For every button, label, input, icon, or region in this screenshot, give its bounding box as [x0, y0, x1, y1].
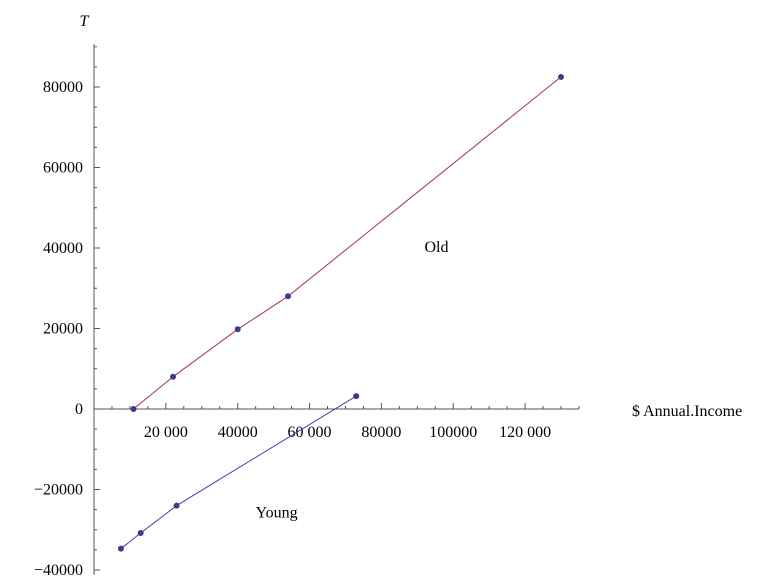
x-axis-ticks: 20 000 40000 60 000 80000 100000 120 000: [111, 403, 580, 441]
y-tick-label: −40000: [34, 562, 83, 579]
data-point-young: [137, 529, 144, 536]
x-tick-label: 40000: [218, 424, 258, 441]
series-label-young: Young: [256, 505, 298, 522]
series-layer: Old Young: [117, 73, 564, 552]
y-tick-label: 60000: [43, 160, 83, 177]
data-point-old: [284, 293, 291, 300]
y-tick-label: 0: [75, 401, 83, 418]
x-tick-label: 80000: [361, 424, 401, 441]
x-tick-label: 100000: [429, 424, 477, 441]
data-point-old: [130, 406, 137, 412]
series-label-old: Old: [424, 239, 448, 256]
y-tick-label: 40000: [43, 240, 83, 257]
axes: [93, 44, 579, 575]
x-tick-label: 20 000: [144, 424, 188, 441]
y-tick-label: 20000: [43, 321, 83, 338]
data-point-old: [170, 373, 177, 380]
data-point-young: [173, 502, 180, 509]
data-point-old: [558, 73, 564, 80]
x-axis-title: $ Annual.Income: [632, 403, 742, 420]
y-tick-label: 80000: [43, 79, 83, 96]
series-line-young: [120, 395, 357, 550]
x-tick-label: 60 000: [288, 424, 332, 441]
y-axis-title: T: [80, 13, 90, 30]
x-tick-label: 120 000: [499, 424, 551, 441]
series-line-old: [133, 76, 562, 410]
data-point-old: [234, 326, 241, 333]
y-tick-label: −20000: [34, 482, 83, 499]
data-point-young: [117, 545, 124, 552]
series-old: Old: [130, 73, 564, 412]
data-point-young: [353, 393, 360, 400]
series-young: Young: [117, 393, 360, 552]
y-axis-ticks: −40000 −20000 0 20000 40000 60000 80000: [34, 46, 100, 579]
